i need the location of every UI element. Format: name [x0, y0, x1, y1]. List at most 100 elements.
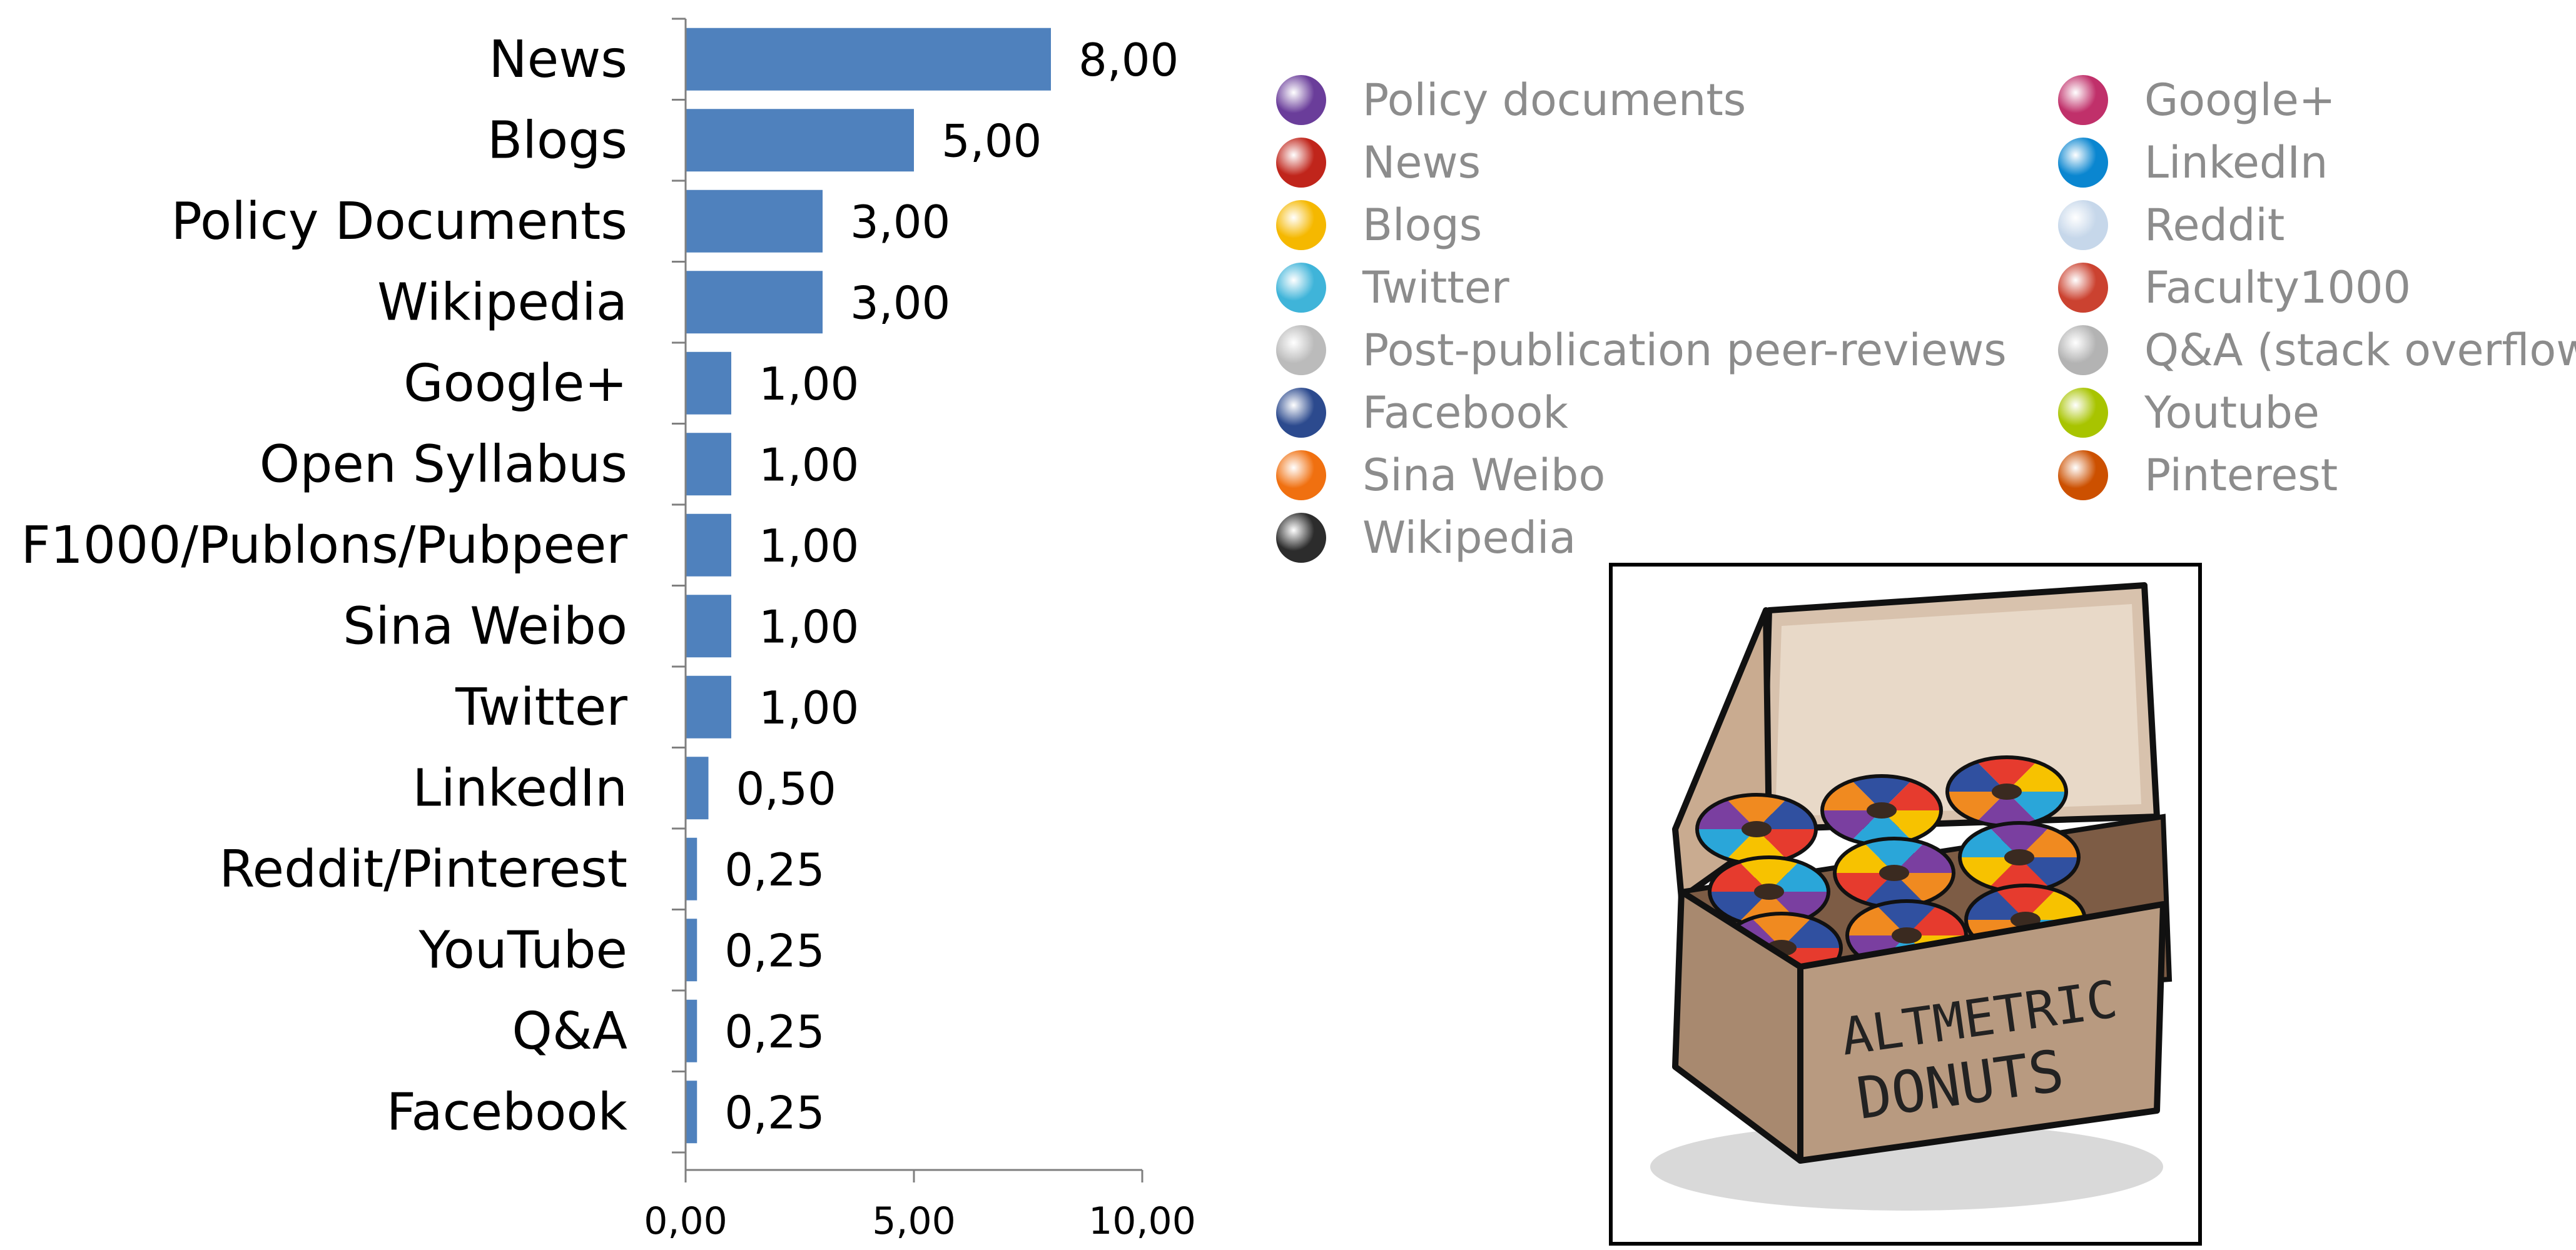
- category-label: Reddit/Pinterest: [219, 840, 627, 899]
- legend-label: Facebook: [1362, 387, 1568, 438]
- data-label: 5,00: [941, 114, 1042, 167]
- data-label: 0,25: [724, 1006, 824, 1058]
- bar: [686, 28, 1051, 91]
- legend-swatch: [2058, 450, 2108, 500]
- bar: [686, 271, 823, 334]
- legend-label: Reddit: [2144, 199, 2285, 251]
- bar: [686, 1081, 697, 1144]
- legend-label: LinkedIn: [2144, 137, 2328, 188]
- data-label: 1,00: [759, 520, 859, 572]
- legend-label: Twitter: [1362, 262, 1509, 313]
- legend-swatch: [1276, 388, 1326, 438]
- bar: [686, 757, 709, 820]
- data-label: 3,00: [850, 276, 950, 329]
- legend-item: Post-publication peer-reviews: [1276, 319, 2007, 381]
- legend-item: Google+: [2058, 69, 2336, 131]
- data-label: 0,25: [724, 924, 824, 977]
- bar: [686, 675, 731, 738]
- category-label: News: [489, 30, 627, 89]
- bar-chart: News 8,00 Blogs 5,00 Policy Documents 3,00 Wik…: [21, 18, 1196, 1243]
- legend: Policy documents News Blogs Twitter Post-pub…: [1276, 69, 2576, 569]
- data-label: 0,25: [724, 844, 824, 896]
- x-tick-label: 0,00: [644, 1199, 728, 1243]
- legend-label: Faculty1000: [2144, 262, 2411, 313]
- data-label: 1,00: [759, 682, 859, 734]
- data-label: 1,00: [759, 358, 859, 410]
- category-label: YouTube: [418, 920, 627, 980]
- bars: News 8,00 Blogs 5,00 Policy Documents 3,00 Wik…: [21, 28, 1179, 1144]
- legend-item: LinkedIn: [2058, 131, 2328, 194]
- legend-swatch: [1276, 513, 1326, 563]
- legend-item: Youtube: [2058, 381, 2320, 444]
- legend-item: Facebook: [1276, 381, 1568, 444]
- legend-label: Google+: [2144, 74, 2336, 126]
- legend-swatch: [2058, 263, 2108, 313]
- legend-swatch: [2058, 138, 2108, 188]
- legend-label: Pinterest: [2144, 450, 2338, 501]
- category-label: Blogs: [487, 111, 627, 170]
- bar: [686, 189, 823, 253]
- donut: [1820, 774, 1943, 847]
- legend-item: Policy documents: [1276, 69, 1746, 131]
- legend-swatch: [1276, 200, 1326, 250]
- data-label: 0,50: [736, 762, 836, 815]
- bar: [686, 837, 697, 900]
- donut: [1695, 793, 1818, 865]
- legend-swatch: [2058, 388, 2108, 438]
- data-label: 3,00: [850, 196, 950, 248]
- legend-swatch: [2058, 325, 2108, 375]
- legend-label: News: [1362, 137, 1481, 188]
- legend-item: News: [1276, 131, 1481, 194]
- legend-item: Reddit: [2058, 194, 2284, 256]
- legend-swatch: [1276, 75, 1326, 125]
- donut: [1833, 837, 1955, 909]
- data-label: 1,00: [759, 600, 859, 653]
- legend-item: Q&A (stack overflow): [2058, 319, 2576, 381]
- category-label: LinkedIn: [412, 759, 627, 818]
- category-label: Open Syllabus: [260, 435, 627, 494]
- category-label: Google+: [403, 354, 627, 413]
- legend-label: Q&A (stack overflow): [2144, 325, 2576, 376]
- legend-label: Youtube: [2144, 387, 2320, 438]
- legend-swatch: [2058, 75, 2108, 125]
- box-side: [1797, 901, 2166, 1164]
- category-label: Q&A: [512, 1002, 627, 1061]
- legend-item: Pinterest: [2058, 444, 2338, 507]
- category-label: Wikipedia: [377, 273, 627, 332]
- category-label: Sina Weibo: [343, 597, 627, 656]
- donut: [1958, 821, 2081, 894]
- legend-label: Post-publication peer-reviews: [1362, 325, 2007, 376]
- legend-item: Blogs: [1276, 194, 1482, 256]
- legend-swatch: [1276, 138, 1326, 188]
- category-label: Policy Documents: [171, 192, 627, 251]
- altmetric-donuts-illustration: ALTMETRIC DONUTS: [1609, 563, 2202, 1246]
- legend-item: Faculty1000: [2058, 256, 2411, 319]
- legend-item: Wikipedia: [1276, 507, 1576, 569]
- bar: [686, 919, 697, 982]
- legend-item: Twitter: [1276, 256, 1509, 319]
- x-tick-label: 10,00: [1088, 1199, 1196, 1243]
- category-label: F1000/Publons/Pubpeer: [21, 516, 628, 575]
- legend-swatch: [1276, 450, 1326, 500]
- bar: [686, 999, 697, 1062]
- bar: [686, 433, 731, 496]
- data-label: 1,00: [759, 438, 859, 491]
- bar: [686, 513, 731, 577]
- legend-swatch: [2058, 200, 2108, 250]
- axes: 0,00 5,00 10,00: [644, 18, 1196, 1243]
- legend-swatch: [1276, 263, 1326, 313]
- donut: [1945, 755, 2068, 828]
- bar: [686, 595, 731, 658]
- data-label: 8,00: [1078, 34, 1179, 86]
- bar: [686, 109, 914, 172]
- category-label: Facebook: [387, 1082, 628, 1142]
- category-label: Twitter: [455, 678, 627, 737]
- legend-label: Sina Weibo: [1362, 450, 1606, 501]
- bar: [686, 351, 731, 415]
- legend-label: Wikipedia: [1362, 512, 1576, 563]
- legend-label: Policy documents: [1362, 74, 1747, 126]
- box-lid-back-shade: [1775, 604, 2141, 817]
- x-tick-label: 5,00: [872, 1199, 956, 1243]
- legend-item: Sina Weibo: [1276, 444, 1605, 507]
- legend-label: Blogs: [1362, 199, 1483, 251]
